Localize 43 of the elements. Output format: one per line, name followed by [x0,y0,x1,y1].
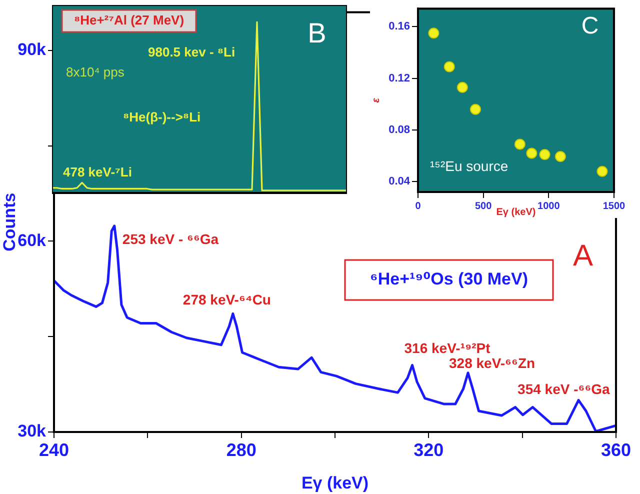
x-tick-label: 360 [600,440,632,460]
point [539,149,550,160]
annotation: 980.5 kev - ⁸Li [148,44,236,60]
x-tick-label: 1000 [538,200,560,212]
x-tick-label: 320 [414,440,444,460]
y-tick-label: 0.12 [388,72,410,84]
annotation: 328 keV-⁶⁶Zn [449,354,536,371]
point [428,28,440,39]
y-tick-label: 0.08 [388,124,410,136]
annotation: ¹⁵²Eu source [430,158,508,174]
y-axis-title: ε [370,98,382,103]
annotation: 8x10⁴ pps [66,64,125,80]
point [554,150,566,162]
x-tick-label: 1500 [602,200,626,212]
point [526,148,538,159]
x-tick-label: 0 [415,200,422,212]
y-axis-title: Counts [0,192,19,252]
annotation: A [572,239,594,272]
annotation: ⁶He+¹⁹⁰Os (30 MeV) [370,270,528,289]
y-tick-label: 30k [18,422,47,441]
point [514,138,526,150]
annotation: 253 keV - ⁶⁶Ga [122,230,219,247]
point [456,82,468,93]
annotation: ⁸He(β-)-->⁸Li [123,110,201,125]
annotation: ⁸He+²⁷Al (27 MeV) [74,12,184,28]
x-tick-label: 500 [474,200,492,212]
y-tick-label: 90k [18,40,47,60]
point [596,166,608,177]
annotation: C [581,12,599,40]
y-tick-label: 0.04 [388,176,411,188]
x-tick-label: 240 [38,440,70,460]
annotation: 354 keV -⁶⁶Ga [518,381,610,398]
x-axis-title: Eγ (keV) [496,206,536,218]
x-tick-label: 280 [226,440,256,460]
annotation: 478 keV-⁷Li [63,164,132,180]
x-axis-title: Eγ (keV) [301,473,369,492]
y-tick-label: 0.16 [388,20,410,33]
y-tick-label: 60k [18,230,47,250]
point [444,61,455,72]
annotation: 316 keV-¹⁹²Pt [404,340,491,356]
point [470,104,481,115]
annotation: B [308,18,326,49]
annotation: 278 keV-⁶⁴Cu [182,292,271,308]
